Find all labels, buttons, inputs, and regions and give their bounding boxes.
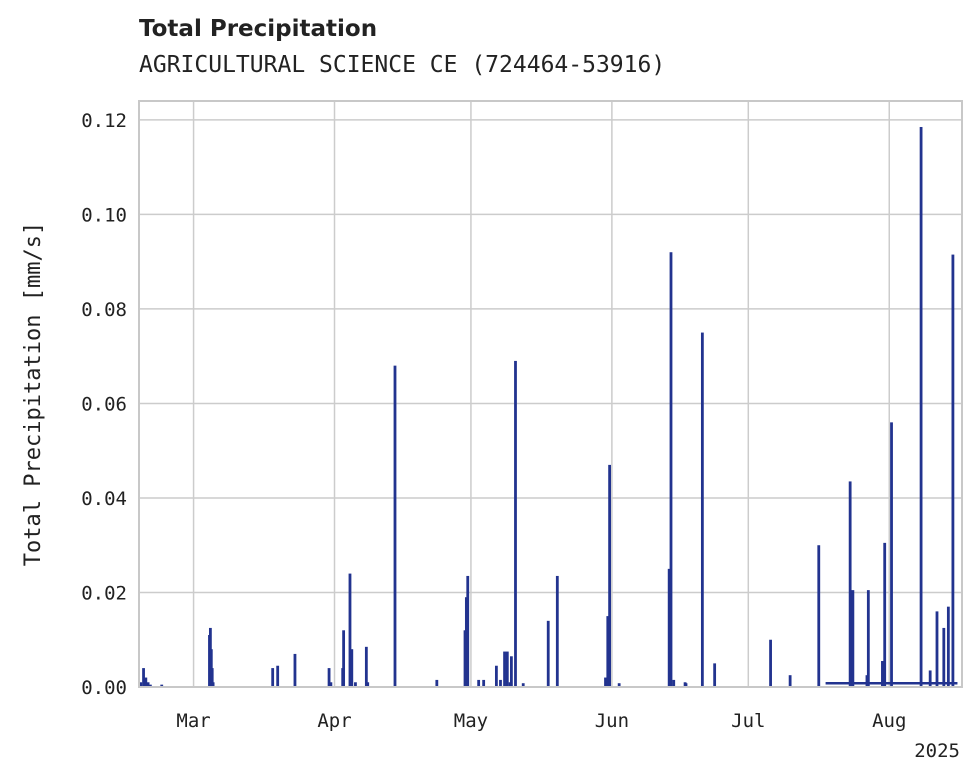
x-offset-label: 2025 [914,740,960,762]
precip-bar [393,365,397,687]
precip-bar [928,670,932,687]
precip-bar [366,682,370,687]
x-tick-label: May [454,710,488,732]
precip-bar [499,679,502,687]
precip-bar [521,683,525,687]
precip-bar [505,651,509,687]
y-tick-label: 0.00 [81,677,127,699]
precip-bar [669,252,673,687]
precip-bar [851,590,855,687]
precip-bar [276,665,280,687]
precip-bar [142,668,145,687]
x-tick-label: Apr [317,710,351,732]
precip-bar [514,360,517,687]
precip-bar [919,126,923,687]
y-axis-ticks: 0.00 0.02 0.04 0.06 0.08 0.10 0.12 [81,110,127,699]
precip-bar [350,649,354,687]
precip-bar [672,679,676,687]
x-tick-label: Jul [731,710,765,732]
chart-title: Total Precipitation [139,16,378,42]
precip-bar [482,679,486,687]
precip-bar [883,542,887,687]
precip-bar [435,679,439,687]
y-tick-label: 0.12 [81,110,127,132]
precip-bar [342,630,346,687]
precip-bar [210,668,214,687]
x-axis-ticks: Mar Apr May Jun Jul Aug [176,710,906,732]
y-tick-label: 0.06 [81,393,127,415]
precip-bar [713,663,717,687]
precip-bar [606,616,610,687]
precip-bar [848,481,852,687]
x-tick-label: Mar [176,710,210,732]
precip-bar [329,682,333,687]
precip-bar [617,683,621,687]
precip-bar [667,568,671,687]
precip-bar [139,682,143,687]
y-axis-label: Total Precipitation [mm/s] [21,222,46,566]
precip-bar [160,684,164,687]
precip-bar [146,682,150,687]
y-tick-label: 0.02 [81,582,127,604]
precip-bar [935,611,939,687]
precip-bar [881,661,884,687]
precip-bar [211,682,215,687]
chart-subtitle: AGRICULTURAL SCIENCE CE (724464-53916) [139,52,666,78]
precip-bar [946,606,950,687]
y-tick-label: 0.08 [81,299,127,321]
plot-frame [138,100,963,688]
precip-bar [951,254,955,687]
y-tick-label: 0.10 [81,204,127,226]
precip-bar [466,575,470,687]
precip-bar [503,651,506,687]
precip-bar [348,573,352,687]
precip-bar [546,620,550,687]
precip-bar [144,677,148,687]
precip-bar [890,422,893,687]
precip-bar [700,332,704,687]
precip-bar [942,627,946,687]
precip-bar [494,665,498,687]
precipitation-bars [139,126,958,687]
precip-bar [364,646,368,687]
precip-bar [608,464,612,687]
precip-bar [293,653,297,687]
precip-bar [817,545,821,687]
precip-bar [148,684,152,687]
precip-bar [354,682,357,687]
precip-bar [327,668,331,687]
precip-bar [866,590,870,687]
precip-bar [271,668,275,687]
precip-bar [555,575,559,687]
grid-lines [139,101,962,688]
precip-bar [684,683,688,687]
precip-bar [509,656,513,687]
y-tick-label: 0.04 [81,488,127,510]
precip-bar [769,639,772,687]
x-tick-label: Aug [872,710,906,732]
precip-bar [477,679,481,687]
x-tick-label: Jun [595,710,629,732]
precip-bar [788,675,792,687]
